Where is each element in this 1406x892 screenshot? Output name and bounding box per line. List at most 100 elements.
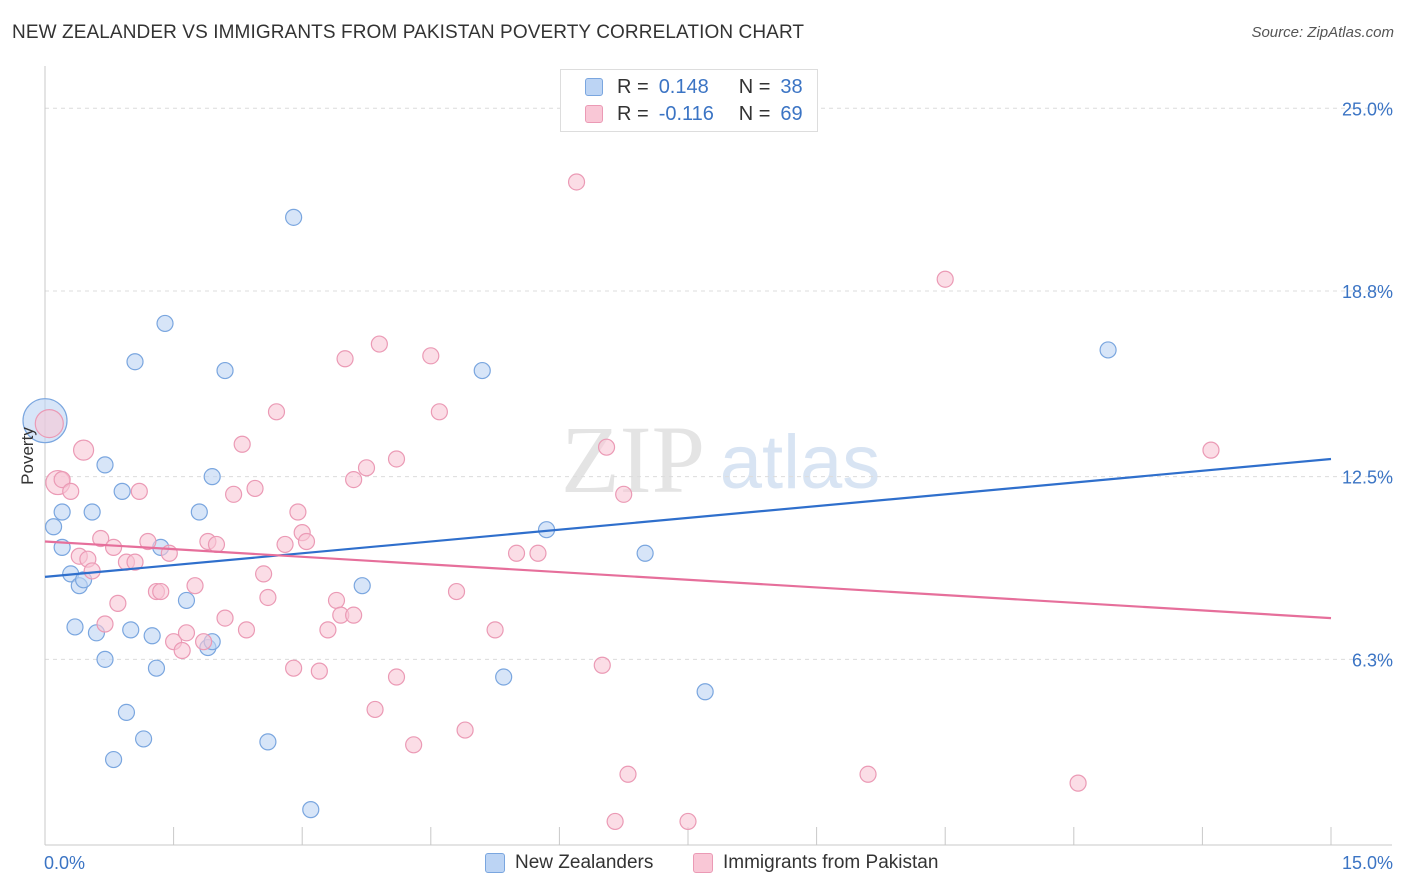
new-zealander-point [96,456,114,474]
x-tick-label: 15.0% [1342,853,1393,873]
new-zealander-point [134,730,153,748]
legend-n-value: 69 [780,102,803,125]
series-swatch-blue [485,853,505,873]
pakistan-immigrant-point [152,582,170,601]
pakistan-immigrant-point [104,538,123,556]
pakistan-immigrant-point [345,471,363,489]
pakistan-immigrant-point [447,582,466,601]
pakistan-immigrant-trend-line [44,540,1332,620]
pakistan-immigrant-point [246,479,264,498]
pakistan-immigrant-point [62,482,80,500]
pakistan-immigrant-point [216,609,234,627]
legend-swatch-blue [585,78,603,96]
new-zealander-point [147,659,166,677]
watermark-zip: ZIP [561,406,705,513]
pakistan-immigrant-point [345,606,363,624]
pakistan-immigrant-point [319,621,337,639]
legend-n-label: N = [738,75,771,98]
new-zealander-point [156,314,174,333]
pakistan-immigrant-point [507,544,526,562]
pakistan-immigrant-point [370,335,388,353]
pakistan-immigrant-point [387,668,406,686]
new-zealander-point [203,468,221,486]
pakistan-immigrant-point [139,532,157,551]
y-tick-label: 18.8% [1342,282,1393,302]
new-zealander-point [302,801,320,819]
new-zealander-point [495,668,513,686]
new-zealander-point [285,208,303,226]
series-legend-new-zealanders: New Zealanders [485,852,653,874]
pakistan-immigrant-point [297,532,316,551]
axes [44,66,1392,846]
pakistan-immigrant-point [126,553,144,571]
series-label: Immigrants from Pakistan [723,852,939,873]
y-tick-label: 6.3% [1352,650,1393,670]
new-zealander-point [126,353,144,371]
pakistan-immigrant-point [357,459,376,477]
pakistan-immigrant-point [593,656,611,674]
pakistan-immigrant-point [387,450,406,468]
data-points [22,173,1220,831]
y-axis-label: Poverty [18,427,37,485]
legend-r-value: -0.116 [658,102,714,125]
new-zealander-point [1099,341,1117,359]
series-swatch-pink [693,853,713,873]
pakistan-immigrant-point [233,435,251,453]
pakistan-immigrant-point [366,700,384,719]
new-zealander-point [473,361,491,380]
pakistan-immigrant-point [1202,441,1220,459]
watermark: ZIP atlas [561,406,880,513]
legend-row-new-zealanders: R = 0.148 N = 38 [585,74,803,100]
pakistan-immigrant-point [53,471,71,489]
source-label: Source: ZipAtlas.com [1251,24,1394,41]
pakistan-immigrant-point [936,270,954,288]
new-zealander-point [96,650,114,668]
new-zealander-point [143,627,161,645]
new-zealander-point [353,577,371,595]
pakistan-immigrant-point [173,641,191,660]
pakistan-immigrant-point [109,594,127,612]
series-label: New Zealanders [515,852,654,873]
pakistan-immigrant-point [237,621,256,639]
new-zealander-point [53,503,71,521]
new-zealander-point [636,544,654,562]
trend-lines [44,457,1332,620]
pakistan-immigrant-point [606,812,624,831]
legend-r-label: R = [617,75,649,98]
pakistan-immigrant-point [327,591,346,610]
gridlines [45,107,1392,660]
pakistan-immigrant-point [285,659,303,677]
pakistan-immigrant-point [195,633,213,651]
pakistan-immigrant-point [225,485,243,503]
pakistan-immigrant-point [207,535,226,554]
pakistan-immigrant-point [456,721,474,739]
new-zealander-point [104,750,123,769]
new-zealander-point [113,482,131,500]
pakistan-immigrant-point [259,588,277,607]
pakistan-immigrant-point [619,765,637,783]
new-zealander-point [44,518,63,536]
pakistan-immigrant-point [34,409,64,439]
new-zealander-point [216,361,234,380]
pakistan-immigrant-point [130,482,148,500]
legend-r-label: R = [617,102,649,125]
pakistan-immigrant-point [1069,774,1087,792]
watermark-atlas: atlas [720,420,881,505]
legend-n-label: N = [738,102,771,125]
legend-row-immigrants-from-pakistan: R = -0.116 N = 69 [585,101,803,127]
pakistan-immigrant-point [289,503,307,521]
correlation-legend: R = 0.148 N = 38 R = -0.116 N = 69 [560,69,818,132]
new-zealander-point [122,621,140,639]
pakistan-immigrant-point [567,173,586,191]
new-zealander-point [83,503,101,521]
pakistan-immigrant-point [405,736,423,754]
pakistan-immigrant-point [96,615,114,633]
pakistan-immigrant-point [430,403,448,421]
legend-r-value: 0.148 [658,75,709,98]
pakistan-immigrant-point [186,577,204,595]
pakistan-immigrant-point [267,403,286,421]
x-tick-label: 0.0% [44,853,85,873]
chart-title: NEW ZEALANDER VS IMMIGRANTS FROM PAKISTA… [12,22,805,43]
y-tick-label: 12.5% [1342,468,1393,488]
